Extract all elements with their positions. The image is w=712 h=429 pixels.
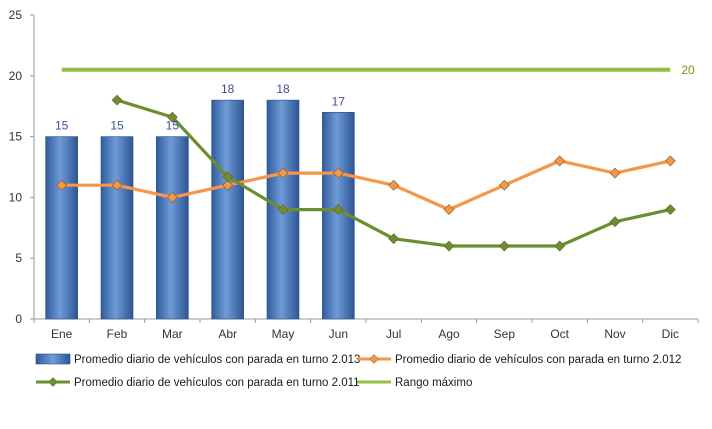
series-line <box>61 159 671 212</box>
x-tick-label: Jul <box>386 327 401 341</box>
series-point <box>277 204 289 215</box>
series-line <box>116 98 671 248</box>
range-end-label: 20 <box>681 63 695 77</box>
bar <box>211 99 244 320</box>
bar-data-label: 18 <box>221 82 235 96</box>
legend-marker <box>369 354 379 364</box>
legend: Promedio diario de vehículos con parada … <box>35 353 681 389</box>
series-point <box>111 94 123 106</box>
y-tick-label: 10 <box>9 190 23 204</box>
series-point <box>332 204 344 215</box>
bar-data-label: 15 <box>110 119 124 133</box>
bar <box>45 136 78 320</box>
series-point <box>388 179 400 191</box>
legend-label: Promedio diario de vehículos con parada … <box>74 377 360 389</box>
x-tick-label: Feb <box>107 327 128 341</box>
legend-label: Promedio diario de vehículos con parada … <box>395 354 681 366</box>
series-point <box>166 111 178 123</box>
bar <box>156 136 189 320</box>
x-tick-label: Oct <box>550 327 569 341</box>
series-point <box>664 155 676 167</box>
line-series <box>56 67 676 252</box>
x-tick-label: Jun <box>329 327 348 341</box>
y-tick-label: 0 <box>15 312 22 326</box>
x-tick-label: Ene <box>51 327 73 341</box>
bar-data-label: 15 <box>166 119 180 133</box>
x-tick-label: Abr <box>218 327 237 341</box>
y-tick-label: 15 <box>9 130 23 144</box>
axes: 0 5 10 15 20 25 Ene Feb Mar Abr May Jun Jul Ago Sep Oct… <box>9 8 699 341</box>
x-tick-label: May <box>272 327 295 341</box>
x-tick-label: Dic <box>662 327 679 341</box>
series-point <box>498 179 510 191</box>
series-point <box>609 216 621 228</box>
bar-data-label: 18 <box>276 82 290 96</box>
series-point <box>554 240 566 252</box>
series-point <box>56 179 68 191</box>
series-point <box>277 167 289 179</box>
series-point <box>166 191 178 203</box>
series-point <box>443 240 455 252</box>
series-point <box>443 204 455 215</box>
bar <box>100 136 134 320</box>
y-tick-label: 25 <box>9 8 23 22</box>
legend-label: Promedio diario de vehículos con parada … <box>74 354 360 366</box>
y-tick-label: 20 <box>9 69 23 83</box>
x-tick-label: Mar <box>162 327 183 341</box>
series-point <box>609 167 621 179</box>
series-point <box>222 171 234 183</box>
data-labels: 15 15 15 18 18 17 20 <box>55 63 695 132</box>
x-tick-label: Ago <box>438 327 460 341</box>
legend-label: Rango máximo <box>395 377 472 389</box>
x-tick-label: Sep <box>494 327 516 341</box>
series-point <box>332 167 344 179</box>
bar-data-label: 17 <box>332 94 346 108</box>
series-point <box>498 240 510 252</box>
series-point <box>388 233 400 245</box>
series-point <box>554 155 566 167</box>
series-point <box>664 204 676 215</box>
x-tick-label: Nov <box>604 327 625 341</box>
legend-swatch <box>35 353 71 365</box>
y-tick-label: 5 <box>15 251 22 265</box>
bar-data-label: 15 <box>55 119 69 133</box>
series-point <box>111 179 123 191</box>
legend-marker <box>48 377 58 387</box>
series-point <box>222 179 234 191</box>
